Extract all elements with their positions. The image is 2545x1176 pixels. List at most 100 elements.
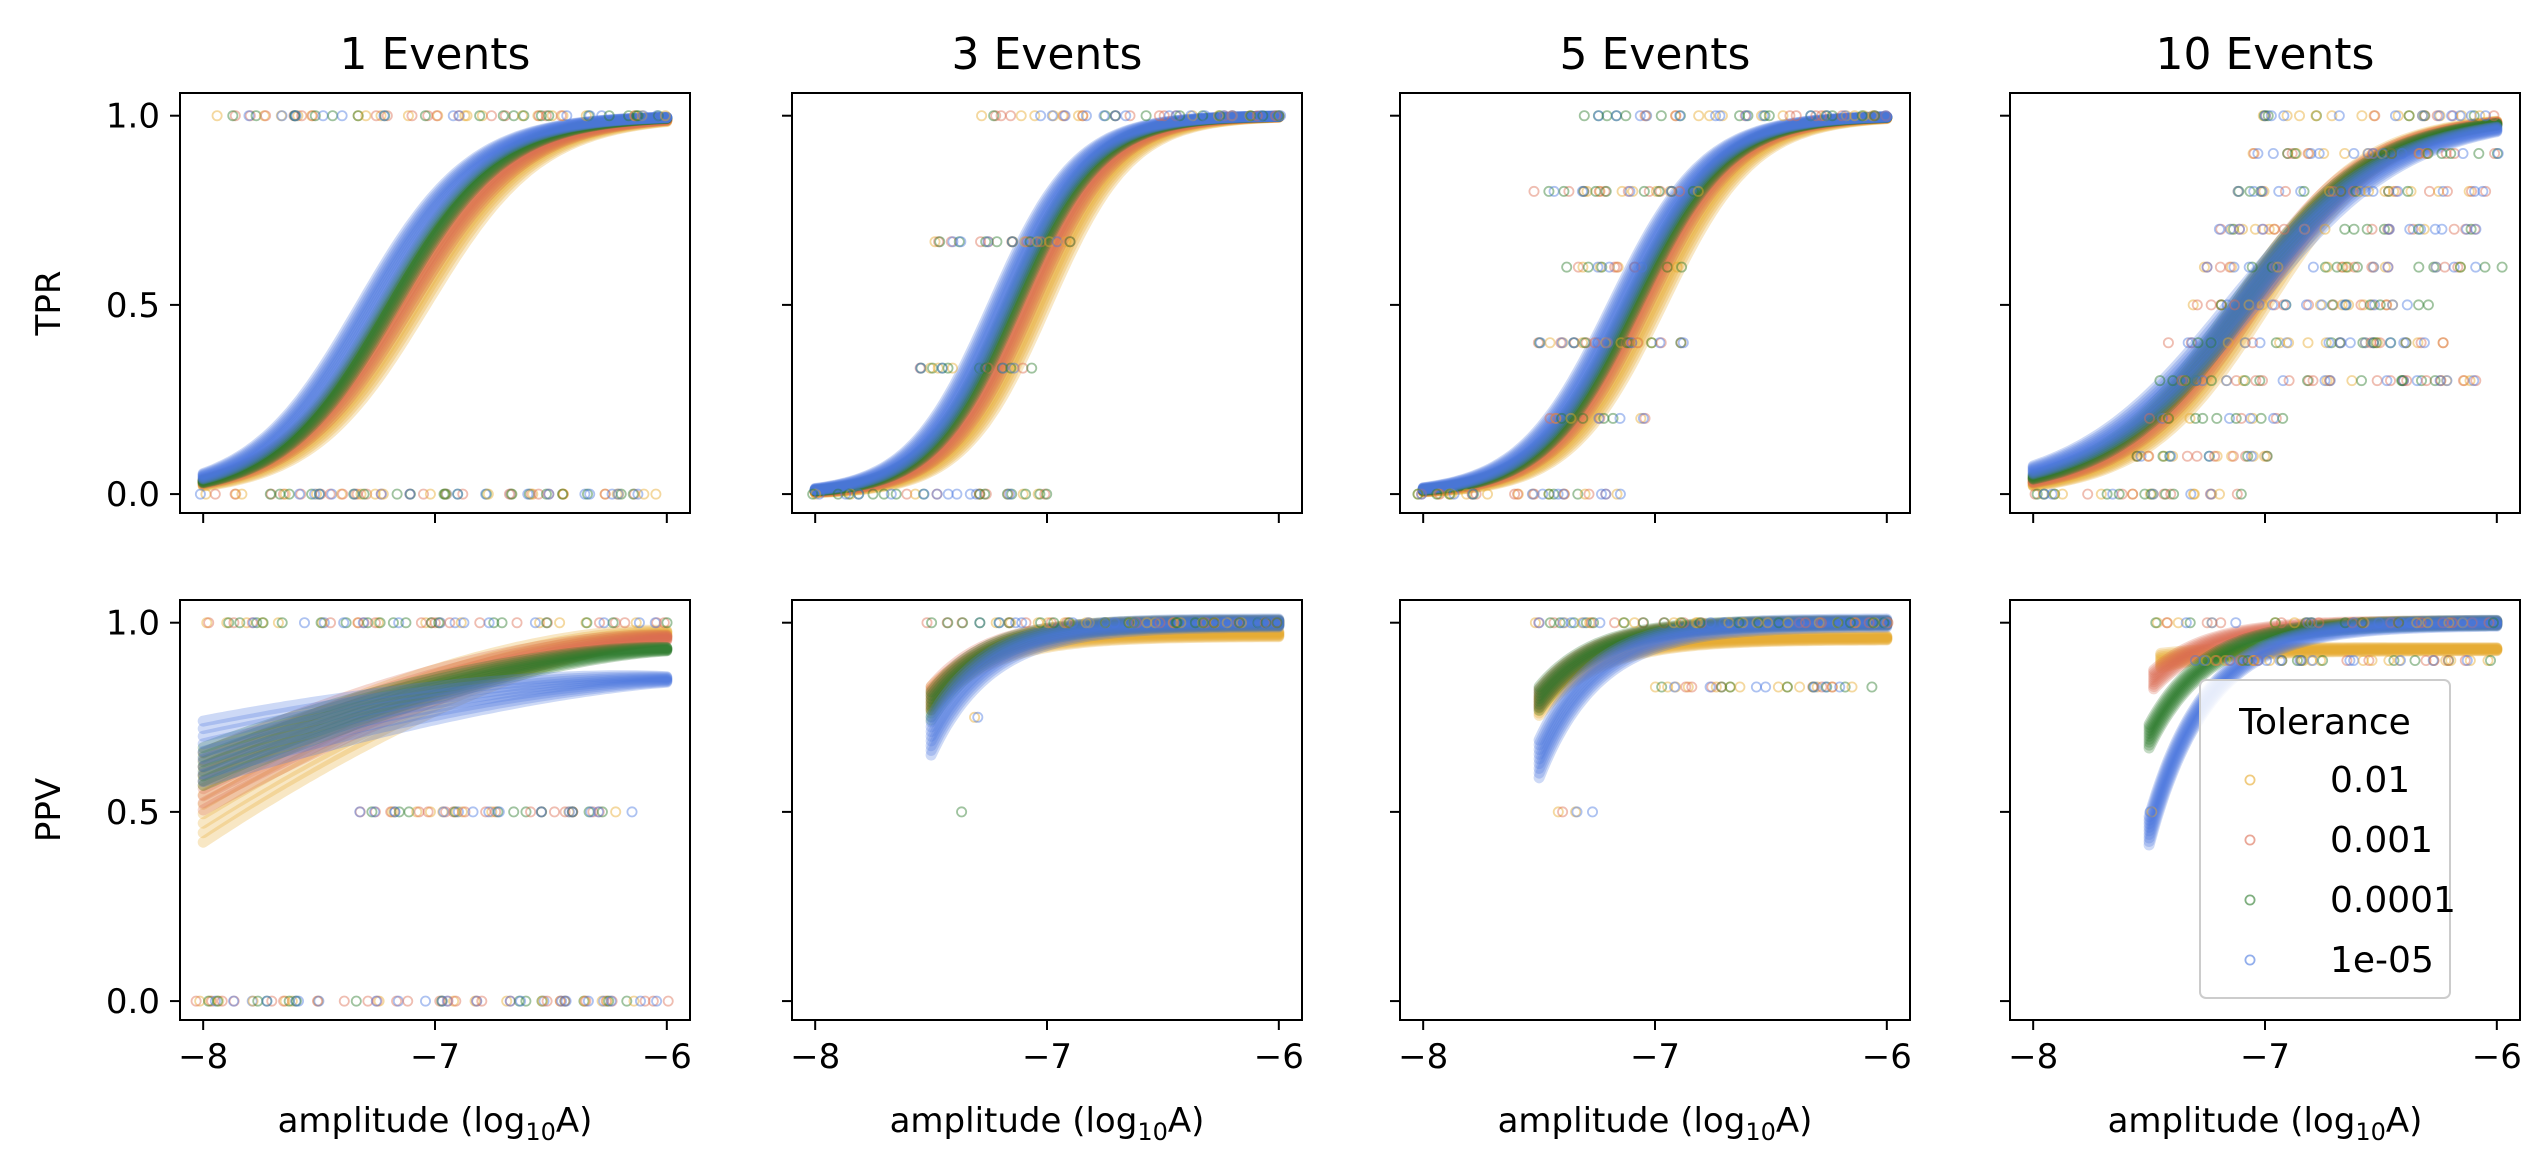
data-point (2319, 261, 2331, 273)
data-point (2423, 185, 2435, 197)
data-point (2491, 147, 2503, 159)
data-point (2323, 185, 2335, 197)
data-point (2144, 806, 2156, 818)
data-point (2237, 375, 2249, 387)
data-point (2302, 147, 2314, 159)
curve-sample (197, 112, 673, 487)
curve-sample (809, 111, 1285, 498)
curve-sample (809, 110, 1285, 495)
data-point (493, 806, 505, 818)
curve-sample (925, 629, 1285, 707)
data-point (337, 488, 349, 500)
data-point (1637, 412, 1649, 424)
data-point (631, 110, 643, 122)
curve-sample (197, 676, 673, 780)
data-point (1815, 617, 1827, 629)
data-point (2324, 375, 2336, 387)
data-point (563, 806, 575, 818)
data-point (566, 806, 578, 818)
curve-sample (197, 627, 673, 801)
curve-sample (925, 626, 1285, 695)
data-point (1696, 617, 1708, 629)
data-point (1612, 261, 1624, 273)
data-point (1271, 617, 1283, 629)
curve-sample (2027, 118, 2503, 482)
data-point (1446, 488, 1458, 500)
data-point (1533, 617, 1545, 629)
data-point (448, 995, 460, 1007)
data-point (1253, 617, 1265, 629)
data-point (584, 488, 596, 500)
data-point (942, 362, 954, 374)
data-point (2373, 617, 2385, 629)
data-point (476, 110, 488, 122)
data-point (2344, 655, 2356, 667)
data-point (2254, 337, 2266, 349)
data-point (2439, 261, 2451, 273)
data-point (227, 110, 239, 122)
data-point (2291, 655, 2303, 667)
curve-sample (2027, 117, 2503, 491)
curve-sample (2155, 644, 2503, 670)
data-point (2236, 223, 2248, 235)
data-point (447, 110, 459, 122)
plot-area (807, 110, 1287, 500)
data-point (2348, 147, 2360, 159)
curve-sample (925, 621, 1285, 761)
data-point (2283, 337, 2295, 349)
data-point (2276, 655, 2288, 667)
x-tick-label: −7 (2240, 1037, 2290, 1077)
data-point (2187, 299, 2199, 311)
curve-band-0_01 (809, 111, 1285, 498)
data-point (2131, 450, 2143, 462)
data-point (2161, 617, 2173, 629)
data-point (1158, 110, 1170, 122)
data-point (2356, 110, 2368, 122)
data-point (1594, 185, 1606, 197)
data-point (243, 110, 255, 122)
data-point (1676, 617, 1688, 629)
data-point (2254, 375, 2266, 387)
data-point (1532, 337, 1544, 349)
plot-area (190, 617, 674, 1007)
scatter-points (2029, 110, 2508, 500)
data-point (559, 995, 571, 1007)
data-point (652, 110, 664, 122)
data-point (1124, 617, 1136, 629)
data-point (1615, 337, 1627, 349)
curve-sample (197, 641, 673, 754)
data-point (2135, 450, 2147, 462)
data-point (352, 617, 364, 629)
data-point (1226, 110, 1238, 122)
data-point (2435, 375, 2447, 387)
curve-sample (2027, 116, 2503, 489)
data-point (2293, 110, 2305, 122)
data-point (402, 995, 414, 1007)
data-point (1601, 337, 1613, 349)
data-point (338, 617, 350, 629)
data-point (2256, 223, 2268, 235)
data-point (2357, 617, 2369, 629)
data-point (2335, 337, 2347, 349)
data-point (2305, 617, 2317, 629)
data-point (2180, 617, 2192, 629)
data-point (406, 110, 418, 122)
curve-sample (197, 634, 673, 809)
data-point (1255, 110, 1267, 122)
data-point (286, 995, 298, 1007)
data-point (1600, 185, 1612, 197)
curve-sample (197, 112, 673, 483)
legend-marker-0_01 (2244, 774, 2256, 786)
data-point (2056, 488, 2068, 500)
data-point (419, 995, 431, 1007)
x-axis-label-suffix: A) (1776, 1101, 1813, 1141)
data-point (1043, 236, 1055, 248)
data-point (979, 488, 991, 500)
data-point (2443, 617, 2455, 629)
data-point (2200, 655, 2212, 667)
x-axis-label: amplitude (log10A) (2108, 1101, 2423, 1146)
data-point (2288, 617, 2300, 629)
data-point (2404, 617, 2416, 629)
data-point (2428, 261, 2440, 273)
curve-sample (1417, 112, 1893, 498)
